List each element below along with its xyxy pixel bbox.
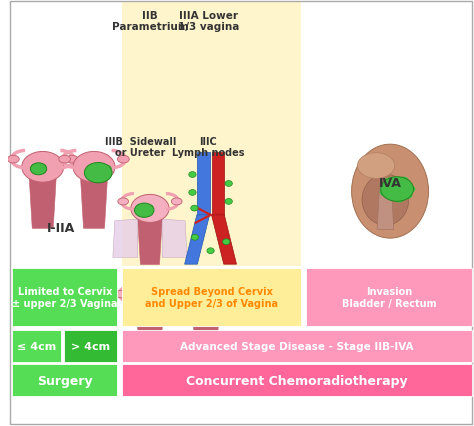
Ellipse shape: [30, 164, 47, 176]
Ellipse shape: [118, 199, 128, 205]
Text: Invasion
Bladder / Rectum: Invasion Bladder / Rectum: [342, 286, 436, 308]
Ellipse shape: [225, 181, 232, 187]
Text: ≤ 4cm: ≤ 4cm: [17, 341, 56, 351]
Ellipse shape: [135, 204, 154, 218]
Ellipse shape: [133, 296, 154, 311]
Ellipse shape: [172, 199, 182, 205]
Polygon shape: [211, 153, 224, 216]
Text: Limited to Cervix
± upper 2/3 Vagina: Limited to Cervix ± upper 2/3 Vagina: [12, 286, 118, 308]
Text: Surgery: Surgery: [37, 374, 93, 387]
Text: IIIA Lower
1/3 vagina: IIIA Lower 1/3 vagina: [178, 11, 239, 32]
Ellipse shape: [191, 206, 198, 212]
Ellipse shape: [225, 199, 232, 205]
Ellipse shape: [101, 174, 110, 181]
FancyBboxPatch shape: [64, 330, 118, 362]
Ellipse shape: [84, 163, 112, 183]
FancyBboxPatch shape: [122, 268, 301, 326]
Text: > 4cm: > 4cm: [71, 341, 110, 351]
Ellipse shape: [147, 205, 154, 210]
Ellipse shape: [32, 170, 36, 173]
Ellipse shape: [404, 185, 415, 194]
Ellipse shape: [193, 304, 219, 322]
Text: Spread Beyond Cervix
and Upper 2/3 of Vagina: Spread Beyond Cervix and Upper 2/3 of Va…: [145, 286, 278, 308]
Text: Advanced Stage Disease - Stage IIB-IVA: Advanced Stage Disease - Stage IIB-IVA: [180, 341, 414, 351]
FancyBboxPatch shape: [12, 268, 118, 326]
Ellipse shape: [41, 170, 46, 174]
Polygon shape: [211, 216, 237, 265]
Ellipse shape: [191, 235, 199, 241]
FancyBboxPatch shape: [12, 364, 118, 396]
Text: IIB
Parametrium: IIB Parametrium: [111, 11, 188, 32]
Ellipse shape: [189, 190, 196, 196]
FancyBboxPatch shape: [12, 330, 61, 362]
FancyBboxPatch shape: [122, 2, 301, 266]
Ellipse shape: [209, 314, 218, 320]
FancyBboxPatch shape: [122, 364, 472, 396]
Ellipse shape: [380, 189, 391, 197]
Ellipse shape: [59, 156, 71, 164]
Ellipse shape: [352, 145, 428, 239]
Ellipse shape: [136, 298, 142, 302]
Ellipse shape: [173, 291, 184, 298]
Text: I-IIA: I-IIA: [47, 222, 75, 234]
Ellipse shape: [66, 156, 78, 164]
Ellipse shape: [41, 165, 46, 169]
Ellipse shape: [401, 192, 412, 200]
Ellipse shape: [146, 212, 153, 216]
Ellipse shape: [135, 305, 141, 309]
Polygon shape: [138, 219, 162, 265]
Ellipse shape: [381, 177, 413, 202]
Ellipse shape: [223, 239, 230, 245]
Ellipse shape: [73, 152, 115, 183]
Polygon shape: [113, 219, 138, 258]
FancyBboxPatch shape: [122, 330, 472, 362]
Polygon shape: [81, 179, 108, 229]
Ellipse shape: [22, 152, 64, 183]
Ellipse shape: [87, 174, 95, 180]
Polygon shape: [377, 183, 394, 230]
Text: IVA: IVA: [379, 177, 401, 190]
Ellipse shape: [362, 175, 409, 226]
Ellipse shape: [357, 153, 395, 179]
Polygon shape: [162, 219, 187, 258]
Ellipse shape: [185, 287, 227, 317]
Ellipse shape: [136, 212, 142, 216]
Ellipse shape: [383, 178, 394, 186]
Polygon shape: [197, 153, 210, 216]
Ellipse shape: [137, 205, 143, 209]
Polygon shape: [193, 313, 219, 362]
Ellipse shape: [195, 314, 203, 320]
Polygon shape: [137, 313, 163, 362]
Ellipse shape: [131, 195, 169, 223]
Ellipse shape: [102, 165, 111, 172]
Ellipse shape: [32, 164, 37, 168]
FancyBboxPatch shape: [306, 268, 472, 326]
Ellipse shape: [394, 195, 405, 203]
Polygon shape: [184, 216, 210, 265]
Ellipse shape: [8, 156, 19, 164]
Ellipse shape: [189, 172, 196, 178]
Text: IIIB  Sidewall
or Ureter: IIIB Sidewall or Ureter: [105, 136, 176, 158]
Ellipse shape: [195, 305, 204, 311]
Ellipse shape: [146, 298, 154, 303]
Text: Concurrent Chemoradiotherapy: Concurrent Chemoradiotherapy: [186, 374, 408, 387]
Ellipse shape: [398, 177, 409, 185]
Ellipse shape: [87, 165, 96, 171]
Ellipse shape: [118, 156, 129, 164]
Ellipse shape: [172, 291, 183, 298]
Polygon shape: [29, 179, 56, 229]
Ellipse shape: [207, 248, 214, 254]
Ellipse shape: [116, 291, 127, 298]
Text: IIIC
Lymph nodes: IIIC Lymph nodes: [172, 136, 245, 158]
Ellipse shape: [210, 306, 219, 312]
Ellipse shape: [229, 291, 240, 298]
Ellipse shape: [146, 305, 153, 309]
Ellipse shape: [129, 287, 171, 317]
